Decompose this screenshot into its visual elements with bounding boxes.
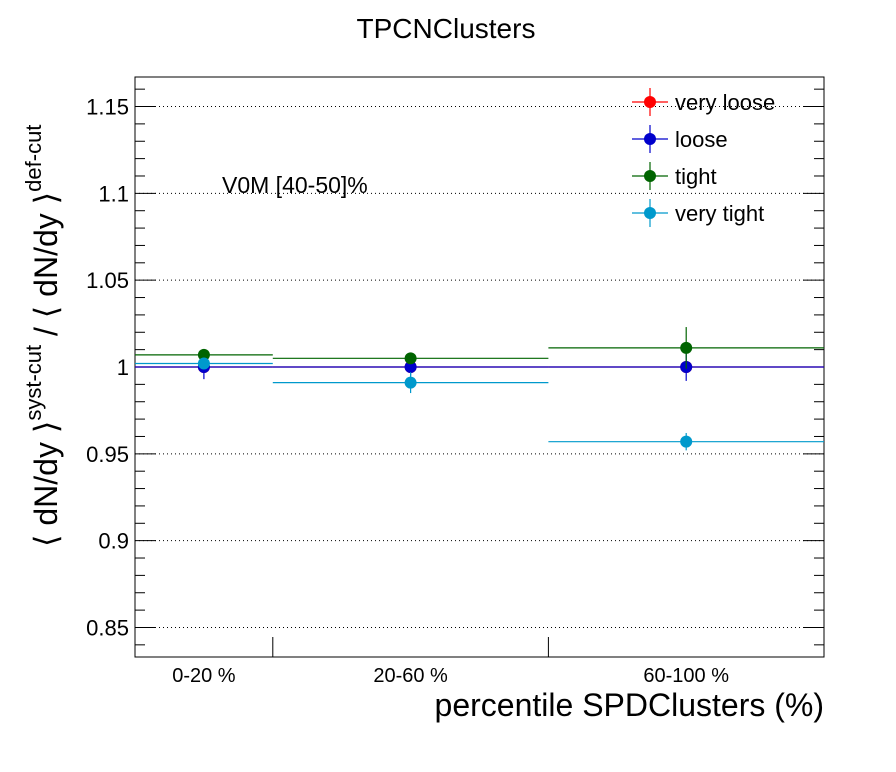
y-axis-label-part1: ⟨ dN/dy ⟩ (28, 421, 64, 547)
x-axis-label: percentile SPDClusters (%) (435, 687, 824, 723)
legend-marker (644, 170, 656, 182)
x-tick-label: 0-20 % (172, 665, 236, 687)
data-point (404, 361, 417, 373)
legend-marker (644, 96, 656, 108)
data-point (404, 352, 417, 365)
y-tick-label: 1 (117, 355, 129, 380)
legend-marker (644, 133, 656, 145)
legend-label: loose (675, 127, 728, 152)
y-axis: 0.85 0.9 0.95 1 1.05 1.1 1.15 (86, 88, 824, 646)
legend-item: loose (632, 125, 728, 153)
legend-label: very loose (675, 90, 775, 115)
y-tick-label: 1.15 (86, 95, 129, 120)
y-tick-label: 1.05 (86, 268, 129, 293)
legend-item: very tight (632, 199, 764, 227)
legend-item: very loose (632, 88, 775, 116)
y-axis-label-sup2: def-cut (21, 125, 46, 192)
legend: very loose loose tight very tight (632, 88, 775, 227)
series-very-tight (135, 357, 824, 451)
annotation-text: V0M [40-50]% (222, 172, 368, 198)
x-tick-label: 60-100 % (643, 665, 729, 687)
data-point (404, 376, 417, 389)
x-tick-label: 20-60 % (373, 665, 448, 687)
data-point (197, 348, 210, 361)
legend-marker (644, 207, 656, 219)
series-loose (135, 353, 824, 381)
y-tick-label: 1.1 (98, 181, 129, 206)
chart-title: TPCNClusters (357, 13, 536, 44)
y-axis-label: ⟨ dN/dy ⟩syst-cut / ⟨ dN/dy ⟩def-cut (21, 125, 64, 547)
legend-label: tight (675, 164, 717, 189)
data-point (197, 357, 210, 370)
data-marks (135, 327, 824, 451)
y-tick-label: 0.9 (98, 529, 129, 554)
y-axis-label-sup1: syst-cut (21, 345, 46, 421)
y-axis-label-part2: / ⟨ dN/dy ⟩ (28, 192, 64, 345)
legend-item: tight (632, 162, 717, 190)
y-tick-label: 0.85 (86, 615, 129, 640)
x-axis: 0-20 % 20-60 % 60-100 % (172, 637, 729, 687)
data-point (680, 435, 693, 448)
legend-label: very tight (675, 201, 764, 226)
y-tick-label: 0.95 (86, 442, 129, 467)
series-tight (135, 327, 824, 369)
data-point (680, 341, 693, 354)
